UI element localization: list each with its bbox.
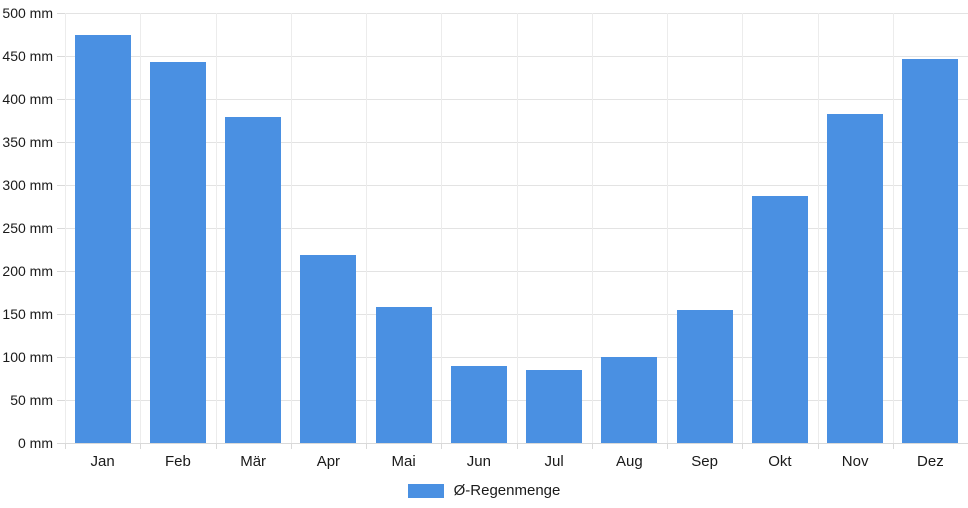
legend-swatch-icon xyxy=(407,484,444,498)
x-tick xyxy=(591,443,593,449)
x-tick-label: Mär xyxy=(240,453,267,470)
x-tick-label: Jul xyxy=(544,453,564,470)
x-tick-label: Okt xyxy=(768,453,792,470)
y-tick-label: 350 mm xyxy=(2,134,53,150)
y-tick-label: 500 mm xyxy=(2,5,53,21)
x-tick-label: Dez xyxy=(917,453,944,470)
bar-dez[interactable] xyxy=(902,59,959,443)
x-tick-label: Aug xyxy=(616,453,643,470)
bar-sep[interactable] xyxy=(676,309,733,443)
y-tick xyxy=(57,400,65,401)
v-gridline xyxy=(667,13,668,443)
v-gridline xyxy=(591,13,593,443)
bar-aug[interactable] xyxy=(601,357,658,443)
v-gridline xyxy=(366,13,367,443)
x-tick-label: Sep xyxy=(691,453,718,470)
v-gridline xyxy=(140,13,142,443)
x-tick xyxy=(667,443,668,449)
x-tick xyxy=(366,443,367,449)
bar-jul[interactable] xyxy=(526,369,583,443)
y-tick-label: 300 mm xyxy=(2,177,53,193)
bar-feb[interactable] xyxy=(149,62,206,443)
v-gridline xyxy=(516,13,518,443)
legend-label: Ø-Regenmenge xyxy=(453,482,561,499)
v-gridline xyxy=(290,13,292,443)
y-tick-label: 250 mm xyxy=(2,220,53,236)
legend-item[interactable]: Ø-Regenmenge xyxy=(407,482,561,500)
bar-mai[interactable] xyxy=(375,307,432,443)
v-gridline xyxy=(441,13,443,443)
y-tick-label: 200 mm xyxy=(2,263,53,279)
v-gridline xyxy=(742,13,744,443)
y-tick-label: 100 mm xyxy=(2,349,53,365)
y-tick-label: 400 mm xyxy=(2,91,53,107)
x-tick xyxy=(441,443,443,449)
v-gridline xyxy=(817,13,819,443)
bar-apr[interactable] xyxy=(300,254,357,443)
y-tick-label: 450 mm xyxy=(2,48,53,64)
y-tick xyxy=(57,228,65,229)
y-tick xyxy=(57,13,65,14)
x-tick xyxy=(817,443,819,449)
x-tick xyxy=(892,443,894,449)
x-tick xyxy=(140,443,142,449)
x-tick-label: Nov xyxy=(841,453,869,470)
bar-okt[interactable] xyxy=(751,196,808,443)
x-tick-label: Mai xyxy=(391,453,416,470)
y-tick-label: 150 mm xyxy=(2,306,53,322)
x-tick-label: Jun xyxy=(466,453,491,470)
legend: Ø-Regenmenge xyxy=(0,480,968,502)
v-gridline xyxy=(892,13,894,443)
bar-nov[interactable] xyxy=(827,113,884,443)
x-tick-label: Jan xyxy=(90,453,115,470)
x-tick xyxy=(290,443,292,449)
bar-jan[interactable] xyxy=(74,35,131,443)
bar-jun[interactable] xyxy=(450,366,507,443)
y-tick-label: 0 mm xyxy=(18,435,53,451)
x-tick xyxy=(215,443,217,449)
x-tick xyxy=(516,443,518,449)
y-tick-label: 50 mm xyxy=(10,392,53,408)
x-axis-line xyxy=(57,443,968,444)
y-tick xyxy=(57,185,65,186)
y-tick xyxy=(57,314,65,315)
x-tick xyxy=(65,443,66,449)
y-tick xyxy=(57,56,65,57)
x-tick xyxy=(742,443,744,449)
x-tick-label: Feb xyxy=(164,453,191,470)
y-tick xyxy=(57,271,65,272)
bar-mar[interactable] xyxy=(225,117,282,443)
y-tick xyxy=(57,357,65,358)
v-gridline xyxy=(65,13,66,443)
x-tick-label: Apr xyxy=(316,453,341,470)
v-gridline xyxy=(215,13,217,443)
y-tick xyxy=(57,142,65,143)
y-tick xyxy=(57,99,65,100)
